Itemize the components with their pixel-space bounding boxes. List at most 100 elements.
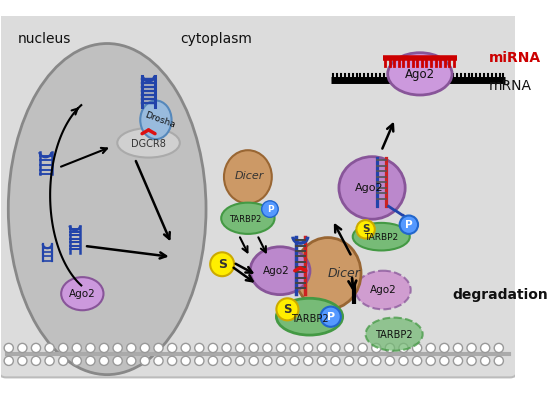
Circle shape <box>195 356 204 365</box>
Text: P: P <box>267 204 273 214</box>
Ellipse shape <box>61 277 103 310</box>
Ellipse shape <box>250 247 310 295</box>
Circle shape <box>31 356 41 365</box>
Circle shape <box>113 343 122 353</box>
Circle shape <box>45 343 54 353</box>
Circle shape <box>72 356 81 365</box>
Circle shape <box>154 356 163 365</box>
Circle shape <box>86 343 95 353</box>
Circle shape <box>440 343 449 353</box>
Circle shape <box>331 343 340 353</box>
Text: Ago2: Ago2 <box>370 285 397 295</box>
Circle shape <box>480 356 490 365</box>
Circle shape <box>344 343 354 353</box>
Circle shape <box>453 356 463 365</box>
Text: S: S <box>218 258 227 271</box>
Circle shape <box>467 356 476 365</box>
Circle shape <box>467 343 476 353</box>
Ellipse shape <box>140 100 171 139</box>
Text: mRNA: mRNA <box>489 79 532 93</box>
Circle shape <box>399 356 408 365</box>
Circle shape <box>263 356 272 365</box>
Circle shape <box>344 356 354 365</box>
Text: nucleus: nucleus <box>18 33 71 46</box>
Ellipse shape <box>117 128 180 158</box>
Circle shape <box>99 356 109 365</box>
Circle shape <box>372 356 381 365</box>
Text: Ago2: Ago2 <box>355 183 383 193</box>
Text: TARBP2: TARBP2 <box>376 330 413 340</box>
Circle shape <box>4 356 13 365</box>
Circle shape <box>400 216 418 234</box>
Circle shape <box>208 343 218 353</box>
Text: Ago2: Ago2 <box>69 289 96 299</box>
Circle shape <box>358 343 367 353</box>
Circle shape <box>290 356 299 365</box>
Circle shape <box>18 356 27 365</box>
Text: Dicer: Dicer <box>235 171 264 181</box>
Circle shape <box>276 356 286 365</box>
Circle shape <box>453 343 463 353</box>
Circle shape <box>59 356 68 365</box>
Circle shape <box>262 201 278 217</box>
Circle shape <box>331 356 340 365</box>
Circle shape <box>358 356 367 365</box>
Circle shape <box>304 343 313 353</box>
Text: degradation: degradation <box>452 287 548 302</box>
Circle shape <box>181 356 190 365</box>
Circle shape <box>249 356 258 365</box>
Circle shape <box>494 356 503 365</box>
Circle shape <box>154 343 163 353</box>
FancyBboxPatch shape <box>0 13 517 378</box>
Circle shape <box>235 356 245 365</box>
Circle shape <box>357 220 375 239</box>
Circle shape <box>399 343 408 353</box>
Circle shape <box>86 356 95 365</box>
Circle shape <box>263 343 272 353</box>
Ellipse shape <box>295 237 361 309</box>
Circle shape <box>385 343 395 353</box>
Text: TARBP2: TARBP2 <box>229 215 261 224</box>
Ellipse shape <box>224 150 272 204</box>
Text: TARBP2: TARBP2 <box>291 314 328 324</box>
Circle shape <box>372 343 381 353</box>
Text: DGCR8: DGCR8 <box>131 139 166 149</box>
Circle shape <box>210 252 234 276</box>
Circle shape <box>426 343 435 353</box>
Circle shape <box>480 343 490 353</box>
Circle shape <box>222 343 231 353</box>
Circle shape <box>127 356 136 365</box>
Text: S: S <box>362 224 369 234</box>
Ellipse shape <box>339 157 405 219</box>
Circle shape <box>385 356 395 365</box>
Circle shape <box>290 343 299 353</box>
Ellipse shape <box>355 271 411 309</box>
Ellipse shape <box>353 223 410 251</box>
Text: cytoplasm: cytoplasm <box>181 33 253 46</box>
Circle shape <box>4 343 13 353</box>
Ellipse shape <box>276 298 343 335</box>
Circle shape <box>304 356 313 365</box>
Circle shape <box>167 343 177 353</box>
Text: S: S <box>283 303 292 316</box>
Circle shape <box>195 343 204 353</box>
Ellipse shape <box>388 53 452 95</box>
Text: Ago2: Ago2 <box>263 266 290 276</box>
Ellipse shape <box>8 44 206 375</box>
Circle shape <box>72 343 81 353</box>
Text: P: P <box>326 312 335 322</box>
Circle shape <box>412 356 422 365</box>
Circle shape <box>113 356 122 365</box>
Circle shape <box>167 356 177 365</box>
Circle shape <box>31 343 41 353</box>
Text: Dicer: Dicer <box>328 267 361 280</box>
Circle shape <box>181 343 190 353</box>
Circle shape <box>127 343 136 353</box>
Text: Drosha: Drosha <box>143 110 176 129</box>
Circle shape <box>494 343 503 353</box>
Circle shape <box>99 343 109 353</box>
Text: miRNA: miRNA <box>489 51 541 65</box>
Circle shape <box>412 343 422 353</box>
Circle shape <box>18 343 27 353</box>
Circle shape <box>45 356 54 365</box>
